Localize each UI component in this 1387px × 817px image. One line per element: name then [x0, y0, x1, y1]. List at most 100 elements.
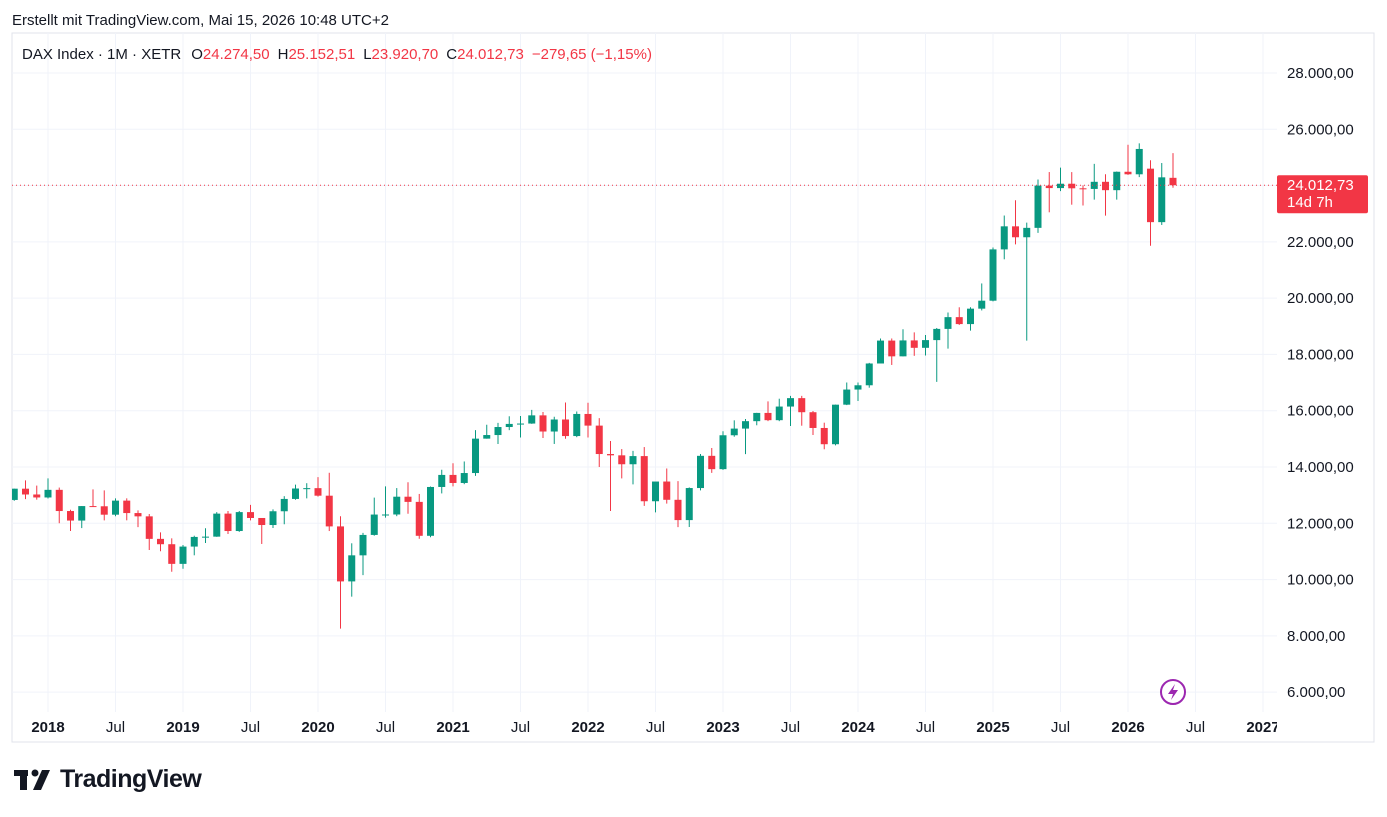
candle-body — [787, 398, 794, 407]
price-label-box — [1277, 175, 1368, 214]
ohlc-value: 24.012,73 — [457, 46, 524, 63]
candle-body — [303, 488, 311, 490]
candle-body — [438, 474, 446, 487]
candle-body — [978, 300, 986, 309]
candle-body — [123, 500, 131, 514]
candle-body — [12, 488, 18, 500]
y-tick-label: 24.000,00 — [1287, 178, 1354, 195]
x-tick-label: Jul — [511, 719, 530, 736]
candle-body — [832, 404, 839, 445]
x-tick-label: 2027 — [1246, 719, 1279, 736]
candle-body — [382, 514, 389, 516]
candle-body — [888, 340, 896, 357]
candle-body — [1079, 188, 1087, 190]
candle-body — [1045, 185, 1053, 189]
x-tick-label: Jul — [1051, 719, 1070, 736]
candle-body — [539, 415, 547, 432]
candle-body — [854, 385, 862, 390]
candle-body — [550, 419, 558, 432]
countdown: 14d 7h — [1287, 194, 1333, 211]
x-tick-label: 2026 — [1111, 719, 1144, 736]
candle-body — [652, 481, 659, 502]
candle-body — [809, 412, 817, 428]
candle-body — [505, 423, 513, 428]
y-tick-label: 26.000,00 — [1287, 121, 1354, 138]
ohlc-key: O — [191, 46, 203, 63]
x-tick-label: 2021 — [436, 719, 469, 736]
candle-body — [134, 513, 142, 517]
candle-body — [607, 454, 614, 456]
candle-body — [1012, 226, 1019, 238]
candle-body — [922, 340, 929, 348]
x-tick-label: Jul — [1186, 719, 1205, 736]
candle-body — [877, 340, 884, 364]
candle-body — [1124, 171, 1132, 175]
chart-frame — [11, 32, 1375, 743]
candle-body — [528, 415, 536, 424]
candle-body — [562, 419, 569, 437]
candle-body — [674, 499, 682, 521]
candle-body — [55, 489, 63, 512]
candle-body — [1068, 183, 1076, 189]
candle-body — [865, 363, 873, 386]
y-tick-label: 10.000,00 — [1287, 572, 1354, 589]
candle-body — [1023, 227, 1031, 238]
x-tick-label: 2022 — [571, 719, 604, 736]
candle-body — [944, 317, 952, 329]
y-tick-label: 12.000,00 — [1287, 515, 1354, 532]
candle-body — [708, 455, 716, 470]
ohlc-value: 23.920,70 — [371, 46, 439, 63]
y-tick-label: 22.000,00 — [1287, 234, 1354, 251]
change: −279,65 (−1,15%) — [531, 46, 652, 63]
candle-body — [764, 412, 772, 421]
candle-body — [1169, 177, 1177, 186]
lightning-icon — [1160, 679, 1186, 705]
candle-body — [1000, 226, 1008, 250]
candle-body — [370, 514, 378, 535]
candle-body — [33, 494, 41, 498]
candle-body — [1034, 185, 1042, 228]
candle-body — [494, 427, 502, 436]
ohlc-value: 25.152,51 — [288, 46, 356, 63]
x-tick-label: 2019 — [166, 719, 199, 736]
x-tick-label: Jul — [241, 719, 260, 736]
x-tick-label: Jul — [916, 719, 935, 736]
candle-body — [989, 249, 997, 301]
candle-body — [100, 506, 108, 515]
created-note: Erstellt mit TradingView.com, Mai 15, 20… — [12, 12, 389, 29]
candle-body — [584, 413, 592, 426]
candle-body — [573, 413, 581, 437]
candle-body — [157, 538, 164, 545]
x-tick-label: Jul — [376, 719, 395, 736]
y-tick-label: 16.000,00 — [1287, 403, 1354, 420]
candle-body — [67, 511, 74, 521]
y-tick-label: 6.000,00 — [1287, 684, 1345, 701]
ohlc-key: H — [277, 46, 289, 63]
candle-body — [517, 423, 524, 425]
candle-body — [179, 546, 187, 564]
candle-body — [247, 512, 254, 518]
y-tick-label: 8.000,00 — [1287, 628, 1345, 645]
x-tick-label: 2025 — [976, 719, 1009, 736]
logo-mark — [14, 769, 50, 790]
candle-body — [472, 438, 479, 474]
candle-body — [460, 473, 468, 483]
candle-body — [1147, 168, 1154, 223]
candle-body — [415, 501, 423, 536]
candle-body — [967, 308, 974, 325]
y-tick-label: 14.000,00 — [1287, 459, 1354, 476]
candle-body — [44, 489, 52, 498]
candle-body — [910, 340, 918, 348]
candle-body — [719, 435, 727, 470]
candle-body — [697, 455, 704, 489]
candle-body — [325, 495, 333, 527]
candle-body — [629, 456, 637, 465]
candle-body — [393, 496, 401, 515]
candle-body — [202, 536, 209, 538]
candle-body — [1102, 181, 1109, 191]
y-tick-label: 20.000,00 — [1287, 290, 1354, 307]
candle-body — [1057, 183, 1064, 189]
candle-body — [314, 488, 322, 496]
